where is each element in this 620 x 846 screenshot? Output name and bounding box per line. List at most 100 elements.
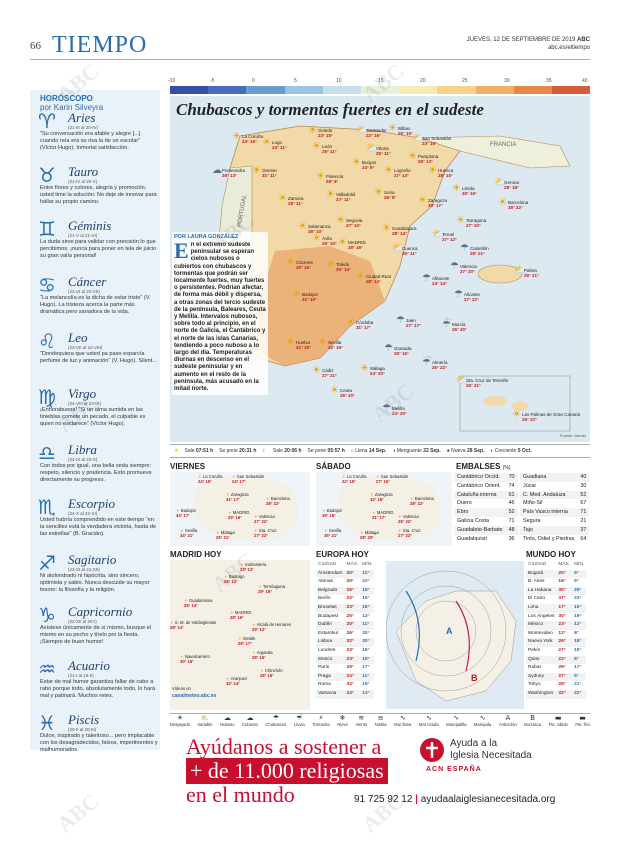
legend-icon: ≡ <box>377 714 384 722</box>
city-name: San Sebastián <box>236 474 265 479</box>
advertisement[interactable]: Ayúdanos a sostener a + de 11.000 religi… <box>170 732 590 812</box>
city-forecast: Valladolid 27° 11° <box>336 192 355 202</box>
reservoir-name: Ebro <box>454 508 506 517</box>
temp-max: 27° <box>556 672 573 682</box>
article-text: En el extremo sudeste peninsular se espe… <box>174 238 266 393</box>
legend-icon: ⚡ <box>318 714 324 722</box>
city-forecast: Toledo 29° 14° <box>336 262 351 272</box>
weather-icon: ☀ <box>238 636 243 641</box>
city-name: Pekín <box>528 647 541 653</box>
sign-dates: (21-I al 19-II) <box>68 673 94 678</box>
column-header: MÍN. <box>574 562 585 567</box>
legend-item: ❄ Nieve <box>337 714 348 727</box>
reservoirs-title: EMBALSES (%) <box>456 462 510 471</box>
city-temps: 26° 21° <box>466 383 481 388</box>
city-name: Barcelona <box>508 200 529 205</box>
weather-icon: ☀ <box>292 289 301 300</box>
city-name: Murcia <box>452 322 466 327</box>
city-name: Budapest <box>318 613 339 619</box>
legend-icon: A <box>505 714 511 722</box>
city-name: Moscú <box>316 655 345 665</box>
city-temps: 24° 11° <box>272 145 287 150</box>
ad-web[interactable]: ayudaalaiglesianecesitada.org <box>420 794 556 805</box>
reservoir-value: 71 <box>577 508 590 517</box>
table-row: Roma 32° 19° <box>316 681 374 690</box>
weather-icon: ☀ <box>232 474 237 479</box>
reservoir-name: Guadiana <box>520 473 578 482</box>
city-forecast: Granada 25° 16° <box>394 346 412 356</box>
reservoir-name: Guadalquivir <box>457 535 488 542</box>
city-temps: 23° 13° <box>240 567 254 572</box>
reservoir-name: Galicia Costa <box>457 517 490 524</box>
legend-item: ∿ Marejadilla <box>446 714 466 727</box>
city-temps: 31° 17° <box>226 497 240 502</box>
table-row: Lisboa 32° 20° <box>316 638 375 647</box>
city-forecast: ☀ Buitrago 26° 12° <box>224 574 245 584</box>
header-url[interactable]: abc.es/eltiempo <box>547 45 590 51</box>
city-name: B. Aires <box>528 579 545 585</box>
weather-icon: ☀ <box>198 474 203 479</box>
sabado-land <box>338 478 440 540</box>
city-name: San Sebastián <box>380 474 409 479</box>
legend-label: Chubascos <box>265 722 287 727</box>
sign-name: Escorpio <box>68 496 115 511</box>
weather-icon: ☀ <box>180 654 185 659</box>
reservoir-row: Miño-Sil 67 <box>520 499 589 508</box>
sunrise-time: 07:51 h <box>195 448 214 454</box>
city-name: Vitoria <box>376 146 389 151</box>
moonrise-time: 20:06 h <box>284 448 302 454</box>
city-name: Somosierra <box>244 562 267 567</box>
reservoir-row: Ebro 52 <box>454 508 518 517</box>
weather-icon: ☀ <box>252 165 261 176</box>
weather-article: POR LAURA GONZÁLEZ En el extremo sudeste… <box>172 232 268 396</box>
madrid-video-link[interactable]: canalmeteo.abc.es <box>172 693 217 699</box>
table-row: Washington 32° 22° <box>526 689 587 699</box>
temperature-scale-label: 0 <box>252 78 255 84</box>
tenerife-landmass <box>483 396 507 406</box>
temperature-band <box>170 86 209 94</box>
city-temps: 32° 19° <box>328 345 343 350</box>
acn-logo-icon <box>420 738 444 762</box>
legend-label: Anticiclón <box>498 722 517 727</box>
city-name: Badajoz <box>302 292 319 297</box>
city-name: S. M. de Valdeiglesias <box>174 620 217 625</box>
legend-item: ☁ Cubierto <box>242 714 258 727</box>
city-forecast: Tarragona 27° 20° <box>466 218 486 228</box>
city-forecast: ☀ La Coruña 22° 15° <box>342 474 366 484</box>
sign-dates: (22-VI al 22-VII) <box>68 289 100 294</box>
city-name: Zaragoza <box>428 198 448 203</box>
city-temps: 27° 22° <box>464 297 479 302</box>
city-name: Palma <box>524 268 537 273</box>
ad-phone[interactable]: 91 725 92 12 <box>354 794 413 805</box>
temp-max: 26° <box>346 630 354 636</box>
moon-phases: ○ Llena 14 Sep. ◑ Menguante 22 Sep. ● Nuev… <box>351 448 532 454</box>
city-temps: 28° 22° <box>266 501 280 506</box>
weather-icon: ☀ <box>312 141 321 152</box>
city-name: Orense <box>262 168 277 173</box>
temp-max: 23° <box>344 603 361 613</box>
low-marker: B <box>471 673 478 683</box>
column-header: MÍN. <box>362 562 373 567</box>
city-forecast: Vitoria 25° 11° <box>376 146 391 156</box>
city-temps: 28° 9° <box>326 179 339 184</box>
sunset-label: Se pone 20:31 h <box>219 448 257 454</box>
weather-icon: ☀ <box>374 187 383 198</box>
moon-icon: ☾ <box>262 448 267 454</box>
sign-name: Capricornio <box>68 604 133 619</box>
city-temps: 27° 17° <box>406 323 421 328</box>
madrid-video-text: Vídeos en <box>172 686 191 691</box>
city-forecast: Valencia 27° 20° <box>460 264 477 274</box>
temp-max: 25° <box>346 613 354 619</box>
city-name: Tarragona <box>466 218 487 223</box>
france-label: FRANCIA <box>490 142 517 148</box>
city-name: Lisboa <box>316 638 345 647</box>
legend-label: Fte. frío <box>575 722 590 727</box>
temperature-scale-labels: -10 -5 0 5 10 15 20 25 30 35 40 <box>168 78 590 86</box>
reservoir-value: 48 <box>505 525 518 535</box>
city-name: Guadalajara <box>392 226 417 231</box>
city-forecast: Bilbao 25° 15° <box>398 126 413 136</box>
weather-icon: ☀ <box>170 620 175 625</box>
page-header: 66 TIEMPO JUEVES, 12 DE SEPTIEMBRE DE 20… <box>30 32 590 60</box>
legend-label: Cubierto <box>242 722 258 727</box>
city-name: Buitrago <box>228 574 245 579</box>
